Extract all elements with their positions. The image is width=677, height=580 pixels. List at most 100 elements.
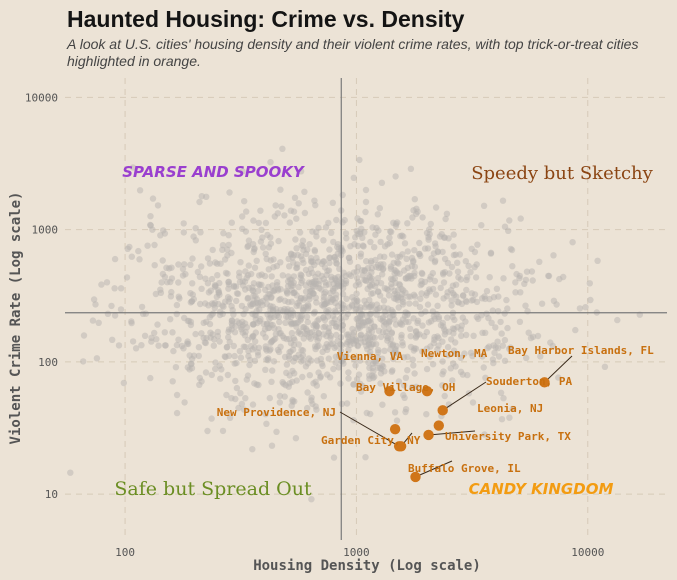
background-point — [173, 391, 181, 399]
background-point — [500, 275, 507, 282]
background-point — [353, 315, 360, 323]
background-point — [315, 224, 322, 232]
background-point — [342, 272, 349, 280]
background-point — [274, 279, 281, 286]
background-points — [67, 145, 643, 503]
background-point — [242, 305, 249, 313]
background-point — [297, 274, 304, 282]
background-point — [167, 293, 175, 300]
background-point — [286, 380, 293, 387]
background-point — [226, 295, 233, 302]
background-point — [244, 243, 251, 250]
background-point — [388, 228, 395, 236]
background-point — [173, 341, 181, 349]
background-point — [300, 335, 307, 342]
label-connector — [544, 355, 573, 383]
background-point — [251, 264, 259, 271]
background-point — [149, 195, 157, 202]
background-point — [523, 354, 530, 362]
background-point — [202, 369, 210, 376]
background-point — [225, 232, 232, 239]
background-point — [244, 336, 251, 344]
background-point — [427, 220, 434, 228]
background-point — [444, 352, 452, 359]
background-point — [243, 208, 250, 215]
background-point — [309, 258, 317, 266]
background-point — [259, 244, 267, 251]
background-point — [256, 317, 263, 325]
background-point — [151, 241, 158, 249]
background-point — [262, 250, 269, 257]
background-point — [468, 245, 475, 252]
background-point — [499, 342, 506, 349]
background-point — [474, 241, 481, 248]
background-point — [253, 381, 260, 388]
background-point — [426, 353, 433, 360]
background-point — [287, 310, 294, 317]
background-point — [536, 258, 543, 265]
background-point — [473, 261, 480, 268]
background-point — [440, 279, 448, 286]
background-point — [104, 310, 112, 317]
background-point — [225, 285, 232, 292]
background-point — [350, 356, 358, 363]
background-point — [399, 301, 407, 308]
background-point — [463, 286, 470, 294]
background-point — [390, 355, 397, 363]
background-point — [448, 297, 455, 304]
background-point — [363, 342, 370, 349]
background-point — [124, 245, 131, 252]
background-point — [368, 301, 376, 308]
background-point — [407, 325, 414, 332]
background-point — [136, 187, 144, 194]
background-point — [366, 274, 373, 281]
background-point — [249, 401, 257, 408]
y-tick-label: 100 — [38, 356, 58, 369]
background-point — [92, 301, 99, 308]
background-point — [499, 197, 507, 204]
background-point — [448, 263, 456, 271]
background-point — [378, 179, 386, 186]
background-point — [249, 287, 256, 294]
background-point — [214, 272, 221, 279]
background-point — [318, 260, 326, 267]
background-point — [389, 276, 396, 283]
background-point — [487, 250, 495, 257]
background-point — [524, 308, 531, 315]
label-connector — [442, 381, 487, 411]
background-point — [362, 186, 370, 194]
background-point — [443, 210, 451, 217]
background-point — [129, 338, 137, 345]
background-point — [239, 168, 246, 175]
background-point — [320, 237, 327, 244]
background-point — [315, 330, 322, 337]
background-point — [281, 212, 288, 219]
background-point — [576, 305, 584, 312]
background-point — [241, 198, 248, 205]
background-point — [329, 199, 336, 206]
background-point — [242, 286, 249, 293]
background-point — [447, 365, 454, 372]
background-point — [410, 207, 417, 214]
background-point — [232, 377, 239, 385]
background-point — [317, 355, 325, 363]
background-point — [275, 237, 282, 245]
background-point — [313, 406, 320, 413]
background-point — [184, 340, 191, 347]
background-point — [170, 347, 177, 355]
background-point — [225, 328, 232, 335]
background-point — [439, 248, 446, 256]
background-point — [337, 341, 344, 348]
city-label: Leonia, NJ — [477, 402, 543, 415]
background-point — [367, 325, 374, 332]
background-point — [275, 348, 283, 356]
background-point — [384, 334, 391, 342]
background-point — [192, 330, 199, 338]
background-point — [366, 296, 373, 304]
background-point — [343, 400, 351, 407]
background-point — [187, 261, 194, 268]
background-point — [109, 336, 116, 343]
background-point — [240, 343, 247, 350]
background-point — [364, 313, 371, 320]
background-point — [239, 213, 246, 220]
